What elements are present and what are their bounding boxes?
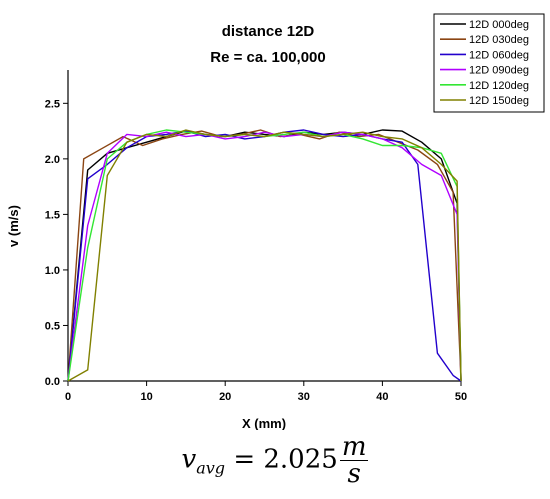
series-line-12d-000deg bbox=[67, 129, 462, 382]
legend-label: 12D 000deg bbox=[469, 19, 529, 31]
formula-value: 2.025 bbox=[263, 444, 338, 475]
x-tick-label: 50 bbox=[455, 391, 467, 403]
legend-box bbox=[433, 13, 545, 113]
formula-subscript: avg bbox=[196, 458, 226, 478]
legend-label: 12D 150deg bbox=[469, 95, 529, 107]
x-tick-label: 40 bbox=[376, 391, 388, 403]
legend-label: 12D 120deg bbox=[469, 80, 529, 92]
legend: 12D 000deg 12D 030deg 12D 060deg 12D 090deg… bbox=[433, 13, 545, 113]
y-tick-label: 2.0 bbox=[45, 154, 60, 166]
legend-label: 12D 030deg bbox=[469, 34, 529, 46]
chart-title-line-1: distance 12D bbox=[222, 23, 315, 40]
formula-equals: = bbox=[233, 444, 256, 475]
x-tick-label: 10 bbox=[140, 391, 152, 403]
chart-title-line-2: Re = ca. 100,000 bbox=[210, 49, 326, 66]
chart: distance 12D Re = ca. 100,000 0 10 20 30 40 5… bbox=[6, 13, 545, 430]
y-tick-label: 1.5 bbox=[45, 209, 60, 221]
x-axis-label: X (mm) bbox=[242, 416, 286, 430]
series-lines bbox=[67, 129, 462, 382]
x-tick-label: 30 bbox=[298, 391, 310, 403]
x-ticks: 0 10 20 30 40 50 bbox=[65, 381, 467, 403]
x-tick-label: 0 bbox=[65, 391, 71, 403]
series-line-12d-150deg bbox=[67, 129, 462, 382]
average-velocity-formula: vavg = 2.025 m s bbox=[0, 434, 550, 487]
y-tick-label: 0.0 bbox=[45, 376, 60, 388]
x-tick-label: 20 bbox=[219, 391, 231, 403]
y-tick-label: 2.5 bbox=[45, 98, 60, 110]
formula-unit-denominator: s bbox=[347, 459, 361, 489]
legend-label: 12D 060deg bbox=[469, 49, 529, 61]
y-tick-label: 0.5 bbox=[45, 320, 60, 332]
series-line-12d-030deg bbox=[67, 129, 462, 382]
series-line-12d-120deg bbox=[67, 129, 462, 382]
series-line-12d-060deg bbox=[67, 129, 462, 382]
plot-area bbox=[67, 69, 462, 382]
legend-label: 12D 090deg bbox=[469, 65, 529, 77]
series-line-12d-090deg bbox=[67, 131, 462, 382]
formula-variable: v bbox=[181, 444, 197, 475]
y-ticks: 0.0 0.5 1.0 1.5 2.0 2.5 bbox=[45, 98, 68, 388]
formula-unit-numerator: m bbox=[339, 432, 369, 462]
y-axis-label: v (m/s) bbox=[6, 205, 21, 247]
y-tick-label: 1.0 bbox=[45, 265, 60, 277]
